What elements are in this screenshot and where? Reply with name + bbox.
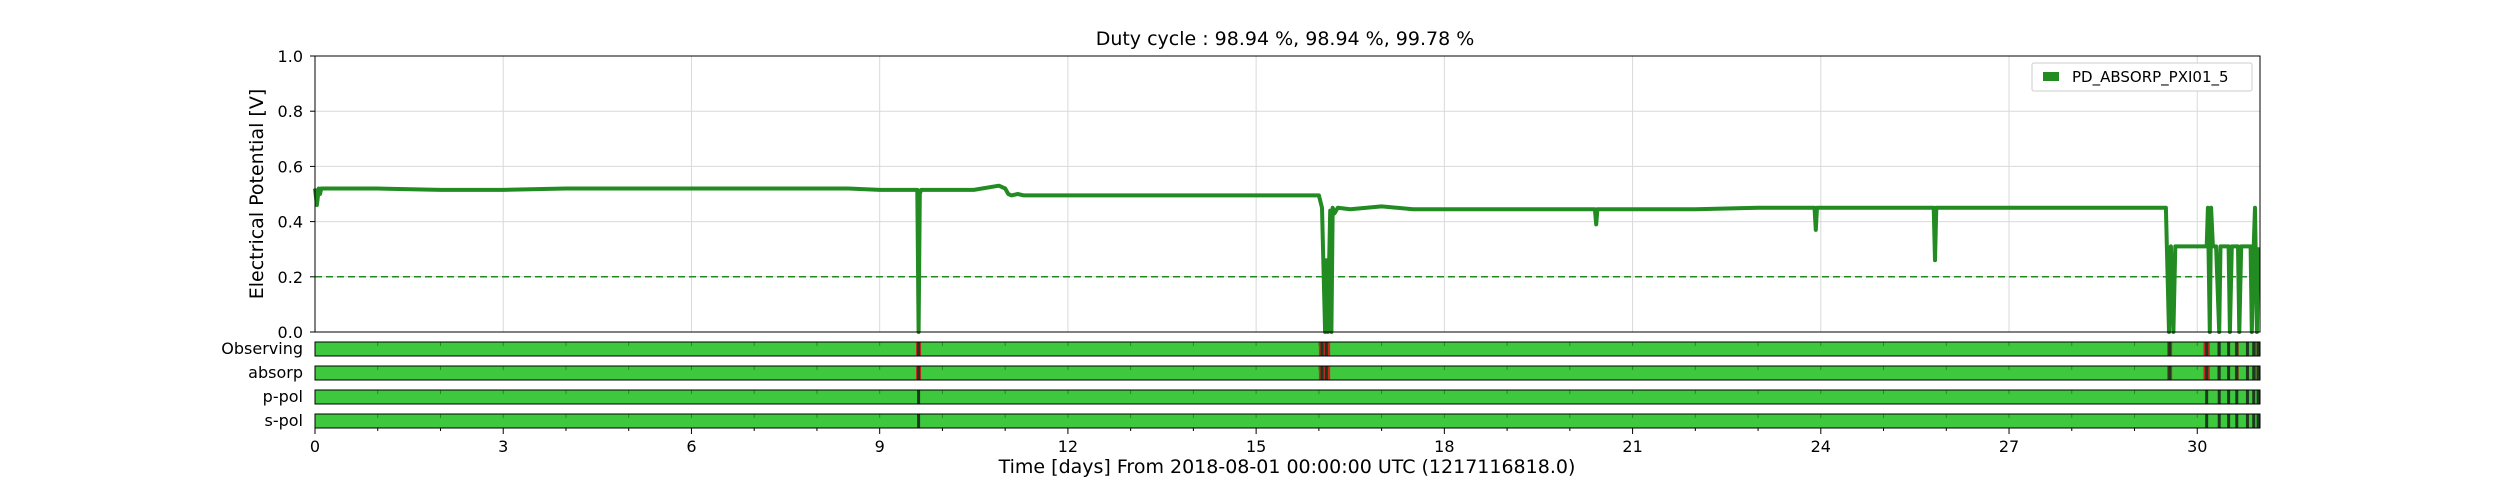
legend-box bbox=[2031, 62, 2253, 92]
segment-marker-0 bbox=[917, 390, 921, 404]
segment-marker-7 bbox=[2235, 366, 2239, 380]
segment-marker-2 bbox=[1324, 342, 1328, 356]
segment-marker-5 bbox=[2217, 366, 2221, 380]
x-tick-label-8: 24 bbox=[1811, 437, 1831, 456]
segment-frame bbox=[314, 389, 2261, 405]
segment-frame bbox=[314, 365, 2261, 381]
segment-marker-5 bbox=[2245, 390, 2249, 404]
segment-marker-10 bbox=[2256, 342, 2260, 356]
segment-marker-10 bbox=[2256, 366, 2260, 380]
y-tick-label-3: 0.6 bbox=[278, 157, 303, 176]
legend-label: PD_ABSORP_PXI01_5 bbox=[2072, 68, 2229, 87]
segment-marker-4 bbox=[2205, 342, 2209, 356]
segment-marker-9 bbox=[2252, 342, 2256, 356]
segment-marker-2 bbox=[2217, 414, 2221, 428]
plot-area bbox=[314, 55, 2261, 333]
segment-bar-observing bbox=[315, 342, 2260, 356]
legend: PD_ABSORP_PXI01_5 bbox=[2031, 62, 2253, 92]
y-axis: 0.0 0.2 0.4 0.6 0.8 1.0 bbox=[278, 47, 315, 342]
x-tick-label-1: 3 bbox=[498, 437, 508, 456]
segment-marker-5 bbox=[2245, 414, 2249, 428]
x-tick-label-6: 18 bbox=[1434, 437, 1454, 456]
segment-frame bbox=[314, 341, 2261, 357]
segment-label-absorp: absorp bbox=[248, 363, 303, 382]
x-tick-label-5: 15 bbox=[1246, 437, 1266, 456]
y-tick-label-2: 0.4 bbox=[278, 213, 303, 232]
segment-frame bbox=[314, 413, 2261, 429]
segment-marker-6 bbox=[2252, 390, 2256, 404]
x-tick-label-4: 12 bbox=[1058, 437, 1078, 456]
segment-marker-8 bbox=[2245, 366, 2249, 380]
segment-marker-7 bbox=[2235, 342, 2239, 356]
segment-marker-6 bbox=[2227, 342, 2231, 356]
segment-marker-2 bbox=[2217, 390, 2221, 404]
segment-marker-2 bbox=[1324, 366, 1328, 380]
series-line-0 bbox=[313, 183, 2261, 334]
x-tick-label-3: 9 bbox=[875, 437, 885, 456]
segment-marker-6 bbox=[2252, 414, 2256, 428]
segment-marker-1 bbox=[2205, 390, 2209, 404]
segment-marker-0 bbox=[917, 414, 921, 428]
segment-marker-0 bbox=[917, 342, 921, 356]
segment-bar-s-pol bbox=[315, 414, 2260, 428]
segment-marker-1 bbox=[2205, 414, 2209, 428]
segment-marker-4 bbox=[2235, 414, 2239, 428]
segment-label-p-pol: p-pol bbox=[263, 387, 303, 406]
segment-marker-7 bbox=[2256, 414, 2260, 428]
segment-marker-4 bbox=[2205, 366, 2209, 380]
x-tick-label-2: 6 bbox=[686, 437, 696, 456]
segment-bar-p-pol bbox=[315, 390, 2260, 404]
segment-marker-3 bbox=[2227, 414, 2231, 428]
segment-marker-1 bbox=[1320, 366, 1324, 380]
legend-swatch bbox=[2043, 72, 2059, 81]
chart-title: Duty cycle : 98.94 %, 98.94 %, 99.78 % bbox=[1096, 28, 1475, 50]
y-axis-label: Electrical Potential [V] bbox=[246, 89, 268, 299]
x-axis-label: Time [days] From 2018-08-01 00:00:00 UTC… bbox=[998, 456, 1576, 478]
y-tick-label-4: 0.8 bbox=[278, 102, 303, 121]
segment-marker-5 bbox=[2217, 342, 2221, 356]
x-tick-label-0: 0 bbox=[310, 437, 320, 456]
y-tick-label-5: 1.0 bbox=[278, 47, 303, 66]
segment-gap-1 bbox=[1318, 342, 1331, 356]
segment-marker-3 bbox=[2168, 342, 2172, 356]
segment-gap-1 bbox=[1318, 366, 1331, 380]
segment-rows: Observing absorp p-pol s-pol bbox=[221, 339, 2261, 430]
segment-marker-0 bbox=[917, 366, 921, 380]
segment-label-s-pol: s-pol bbox=[265, 411, 304, 430]
segment-marker-6 bbox=[2227, 366, 2231, 380]
segment-marker-3 bbox=[2168, 366, 2172, 380]
segment-marker-7 bbox=[2256, 390, 2260, 404]
segment-label-observing: Observing bbox=[221, 339, 303, 358]
segment-marker-3 bbox=[2227, 390, 2231, 404]
y-tick-label-0: 0.0 bbox=[278, 323, 303, 342]
series-layer bbox=[313, 183, 2261, 334]
segment-marker-8 bbox=[2245, 342, 2249, 356]
y-tick-label-1: 0.2 bbox=[278, 268, 303, 287]
segment-marker-4 bbox=[2235, 390, 2239, 404]
x-tick-label-9: 27 bbox=[1999, 437, 2019, 456]
x-axis: 0 3 6 9 12 15 18 21 24 27 30 bbox=[310, 428, 2207, 456]
x-tick-label-10: 30 bbox=[2187, 437, 2207, 456]
segment-marker-9 bbox=[2252, 366, 2256, 380]
x-tick-label-7: 21 bbox=[1622, 437, 1642, 456]
segment-bar-absorp bbox=[315, 366, 2260, 380]
segment-marker-1 bbox=[1320, 342, 1324, 356]
